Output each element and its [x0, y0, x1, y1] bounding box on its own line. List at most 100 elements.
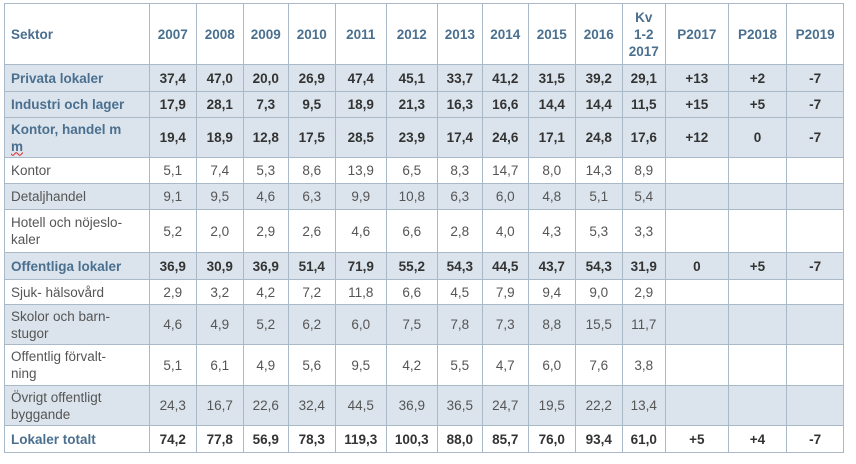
cell: 5,1	[148, 344, 198, 386]
cell: 6,0	[482, 183, 529, 210]
cell: 24,8	[575, 117, 623, 158]
cell: 119,3	[334, 425, 388, 453]
cell: 2,9	[148, 279, 198, 305]
cell: 16,7	[196, 385, 244, 426]
cell: 4,5	[436, 279, 484, 305]
table-row: Offentlig förvalt-ning 5,1 6,1 4,9 5,6 9…	[4, 344, 844, 386]
cell	[664, 183, 729, 210]
cell	[664, 304, 729, 345]
cell: 30,9	[196, 252, 244, 280]
cell: 36,5	[436, 385, 484, 426]
cell: 7,3	[242, 91, 290, 118]
cell	[727, 304, 788, 345]
cell: 6,0	[334, 304, 388, 345]
cell: 5,3	[575, 209, 623, 253]
cell	[727, 279, 788, 305]
cell: 5,3	[242, 157, 290, 184]
row-label-line: ning	[11, 366, 37, 381]
cell: 5,2	[148, 209, 198, 253]
cell: 54,3	[575, 252, 623, 280]
cell: 8,0	[527, 157, 577, 184]
row-label-line: Skolor och barn-	[11, 308, 111, 324]
cell: 6,6	[386, 279, 438, 305]
cell: 5,1	[148, 157, 198, 184]
cell: 43,7	[527, 252, 577, 280]
cell: 9,9	[334, 183, 388, 210]
header-p2019: P2019	[786, 3, 844, 65]
cell	[727, 344, 788, 386]
construction-table: Sektor 2007 2008 2009 2010 2011 2012 201…	[4, 3, 844, 453]
cell: 12,8	[242, 117, 290, 158]
cell: 31,9	[621, 252, 666, 280]
cell: 24,3	[148, 385, 198, 426]
cell: 7,5	[386, 304, 438, 345]
cell: +5	[664, 425, 729, 453]
cell	[727, 209, 788, 253]
cell	[786, 279, 844, 305]
cell: 2,9	[621, 279, 666, 305]
header-row: Sektor 2007 2008 2009 2010 2011 2012 201…	[4, 3, 844, 65]
cell: 47,4	[334, 64, 388, 92]
header-year: 2016	[575, 3, 623, 65]
cell: 7,6	[575, 344, 623, 386]
cell: 24,6	[482, 117, 529, 158]
row-label: Detaljhandel	[4, 183, 150, 210]
cell: 3,3	[621, 209, 666, 253]
header-year: 2008	[196, 3, 244, 65]
table-row: Skolor och barn-stugor 4,6 4,9 5,2 6,2 6…	[4, 304, 844, 345]
cell: +4	[727, 425, 788, 453]
cell: 4,9	[242, 344, 290, 386]
cell: 41,2	[482, 64, 529, 92]
table-row: Offentliga lokaler 36,9 30,9 36,9 51,4 7…	[4, 252, 844, 280]
cell: 18,9	[334, 91, 388, 118]
cell: 4,2	[386, 344, 438, 386]
cell: -7	[786, 252, 844, 280]
cell	[664, 157, 729, 184]
cell: 7,9	[482, 279, 529, 305]
cell: 100,3	[386, 425, 438, 453]
cell: 17,6	[621, 117, 666, 158]
row-label: Skolor och barn-stugor	[4, 304, 150, 345]
cell	[664, 209, 729, 253]
cell: 3,2	[196, 279, 244, 305]
cell	[786, 209, 844, 253]
cell: 6,3	[436, 183, 484, 210]
cell: 7,2	[288, 279, 336, 305]
cell: 19,4	[148, 117, 198, 158]
cell: 7,3	[482, 304, 529, 345]
cell: 51,4	[288, 252, 336, 280]
cell: +15	[664, 91, 729, 118]
cell: 4,6	[334, 209, 388, 253]
cell: 29,1	[621, 64, 666, 92]
cell: 19,5	[527, 385, 577, 426]
cell: +12	[664, 117, 729, 158]
cell: -7	[786, 91, 844, 118]
cell: 13,4	[621, 385, 666, 426]
row-label: Offentlig förvalt-ning	[4, 344, 150, 386]
cell: 9,5	[288, 91, 336, 118]
cell: 31,5	[527, 64, 577, 92]
header-p2017: P2017	[664, 3, 729, 65]
cell: 4,2	[242, 279, 290, 305]
cell: 21,3	[386, 91, 438, 118]
header-kv-line: Kv	[635, 9, 653, 25]
cell: 3,8	[621, 344, 666, 386]
cell: 4,9	[196, 304, 244, 345]
row-label-part: Kontor, handel m	[11, 121, 122, 137]
cell: 39,2	[575, 64, 623, 92]
table-row: Kontor 5,1 7,4 5,3 8,6 13,9 6,5 8,3 14,7…	[4, 157, 844, 184]
cell: 11,5	[621, 91, 666, 118]
cell: 88,0	[436, 425, 484, 453]
cell: 6,5	[386, 157, 438, 184]
cell: 4,8	[527, 183, 577, 210]
cell: 8,9	[621, 157, 666, 184]
table-row: Hotell och nöjeslo-kaler 5,2 2,0 2,9 2,6…	[4, 209, 844, 253]
header-year: 2014	[482, 3, 529, 65]
cell	[664, 385, 729, 426]
cell: 4,0	[482, 209, 529, 253]
cell: 9,5	[334, 344, 388, 386]
cell: 77,8	[196, 425, 244, 453]
cell: 32,4	[288, 385, 336, 426]
cell: 74,2	[148, 425, 198, 453]
cell: 36,9	[242, 252, 290, 280]
